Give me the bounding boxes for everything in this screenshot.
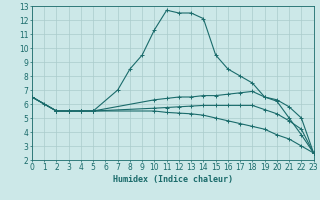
X-axis label: Humidex (Indice chaleur): Humidex (Indice chaleur) (113, 175, 233, 184)
